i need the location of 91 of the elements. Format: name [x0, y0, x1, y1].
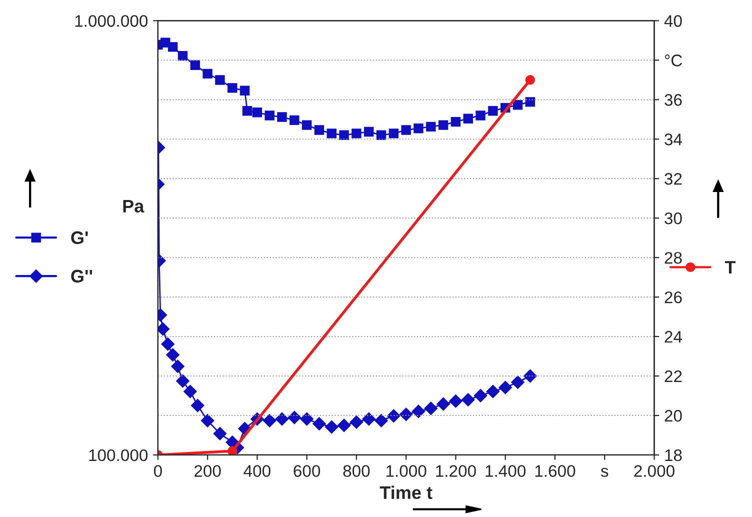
y2-tick-label: 30 [664, 212, 682, 224]
point [362, 412, 376, 426]
x-tick-label: 400 [244, 465, 270, 477]
x-tick-label: 1.000 [386, 465, 426, 477]
point [161, 338, 174, 351]
x-tick-label: 800 [343, 465, 370, 477]
point [190, 60, 200, 70]
point [158, 322, 170, 336]
x-tick-label: 0 [154, 465, 162, 477]
point [412, 404, 426, 418]
point [166, 348, 180, 362]
point [364, 126, 374, 137]
point [264, 110, 274, 120]
y2-tick-label: 24 [664, 330, 682, 343]
y-tick-label: 100.000 [89, 449, 148, 462]
x-tick-label: 1.400 [486, 465, 526, 477]
point [326, 128, 336, 138]
y2-tick-label: 28 [664, 252, 682, 264]
point [200, 414, 214, 428]
point [438, 120, 448, 130]
point [376, 130, 386, 140]
point [388, 128, 399, 138]
x-tick-label: s [600, 468, 608, 477]
x-axis-title: Time t [380, 486, 432, 500]
point [300, 412, 314, 426]
point [476, 110, 486, 120]
y2-tick-label: 40 [664, 15, 682, 27]
point [240, 86, 250, 96]
point [352, 128, 362, 138]
y2-tick-label: 32 [664, 173, 682, 185]
legend-label: T [724, 261, 736, 274]
point [498, 380, 512, 394]
y2-tick-label: 18 [665, 449, 682, 462]
y2-tick-label: 36 [664, 94, 682, 106]
point [290, 115, 300, 126]
y2-tick-label: 34 [664, 134, 682, 146]
point [337, 418, 351, 432]
point [263, 414, 276, 428]
point [275, 412, 289, 426]
point [488, 106, 498, 116]
y-axis-title: Pa [123, 200, 144, 213]
point [511, 376, 524, 389]
y2-tick-label: 20 [664, 410, 682, 422]
point [184, 384, 197, 398]
point [325, 420, 338, 434]
legend-label: G' [71, 231, 88, 244]
y2-tick-label: °C [664, 54, 682, 66]
point [302, 120, 312, 130]
point [168, 42, 178, 52]
x-tick-label: 600 [294, 465, 320, 477]
point [450, 116, 461, 127]
point [401, 125, 411, 135]
point [474, 388, 488, 402]
point [525, 97, 536, 107]
point [228, 83, 238, 93]
point [288, 410, 301, 424]
point [350, 416, 364, 429]
x-tick-label: 1.600 [535, 465, 576, 477]
point [374, 414, 388, 428]
point [178, 50, 188, 61]
point [524, 369, 537, 383]
point [426, 122, 436, 132]
point [449, 394, 462, 408]
point [436, 397, 450, 411]
point [213, 427, 227, 440]
x-tick-label: 2.000 [634, 465, 674, 477]
point [252, 108, 262, 118]
legend-label: G'' [71, 270, 92, 283]
point [339, 130, 349, 140]
point [414, 124, 424, 134]
point [215, 75, 225, 85]
point [312, 417, 326, 430]
x-tick-label: 1.200 [436, 465, 476, 477]
y2-tick-label: 22 [664, 370, 682, 382]
point [277, 112, 287, 122]
point [242, 106, 252, 116]
y-tick-label: 1.000.000 [75, 15, 148, 27]
point [171, 360, 184, 373]
y2-tick-label: 26 [664, 291, 682, 304]
x-tick-label: 200 [194, 465, 221, 477]
point [176, 374, 190, 388]
point [463, 114, 473, 124]
point [314, 125, 324, 135]
point [191, 398, 204, 412]
point [202, 68, 212, 79]
point [462, 393, 475, 406]
point [512, 100, 523, 110]
point [486, 384, 500, 398]
point [424, 402, 438, 415]
point [387, 409, 400, 423]
point [399, 408, 413, 421]
